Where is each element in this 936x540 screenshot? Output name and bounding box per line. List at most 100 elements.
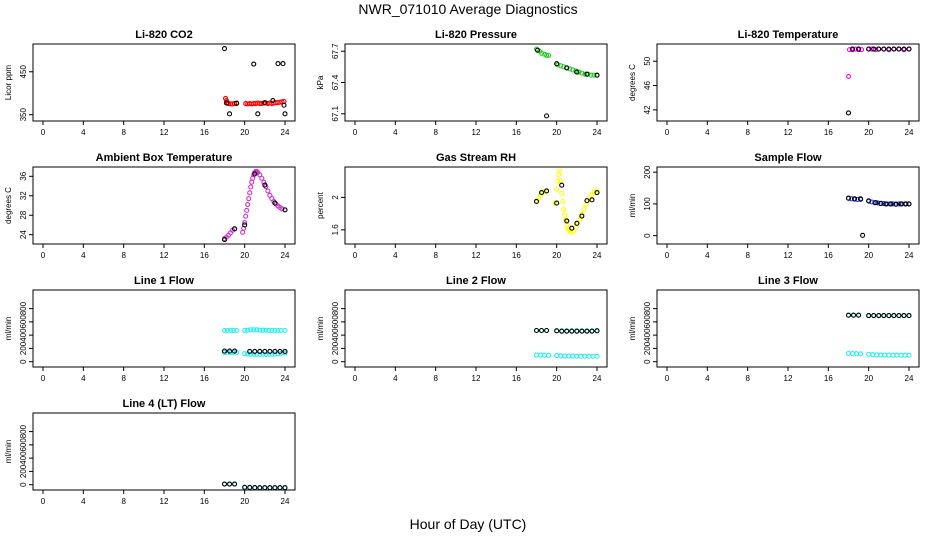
check-point [232,226,238,232]
check-point [267,485,273,491]
data-point [221,327,228,334]
check-point [574,69,580,75]
y-tick-label: 600 [643,315,652,329]
check-point [881,46,887,52]
data-point [558,63,564,69]
check-point [267,348,273,354]
data-point [898,352,904,358]
y-tick-label: 28 [19,210,28,219]
data-point [554,186,560,192]
data-point [594,187,600,193]
check-point [594,72,600,78]
data-point [886,352,892,358]
data-point [243,213,249,219]
data-point [266,351,272,357]
check-point [896,313,902,319]
plot-frame [32,166,296,245]
y-tick-label: 400 [19,328,28,342]
y-tick-label: 350 [19,107,28,121]
data-point [263,327,269,333]
check-point [242,222,248,228]
data-point [576,69,582,75]
check-point [589,197,595,203]
data-point [866,351,872,357]
x-tick-label: 24 [905,374,914,383]
y-tick-label: 0 [643,233,652,238]
check-point [272,348,278,354]
data-point [247,190,253,196]
y-tick-label: 32 [19,191,28,200]
x-tick-label: 16 [824,374,833,383]
x-tick-label: 8 [745,374,750,383]
check-point [251,61,257,67]
check-point [866,46,872,52]
check-point [876,313,882,319]
check-point [262,485,268,491]
y-tick-label: 67.1 [331,105,340,121]
x-tick-label: 16 [200,374,209,383]
data-point [567,66,573,72]
data-point [231,327,237,334]
y-tick-label: 800 [19,301,28,315]
check-point [896,46,902,52]
y-tick-label: 24 [19,230,28,239]
data-point [538,50,545,56]
check-point [232,481,238,487]
data-point [881,201,887,207]
x-tick-label: 24 [281,128,290,137]
x-tick-label: 12 [160,251,169,260]
y-tick-label: 200 [643,341,652,355]
x-tick-label: 12 [160,128,169,137]
x-tick-label: 4 [705,251,710,260]
check-point [281,102,287,108]
y-tick-label: 600 [19,438,28,452]
x-tick-label: 12 [784,251,793,260]
check-point [851,196,858,202]
x-tick-label: 8 [121,497,126,506]
data-point [561,64,567,70]
data-point [854,351,860,357]
check-point [221,481,228,487]
check-point [594,328,600,334]
data-point [254,327,260,333]
check-point [849,46,856,52]
data-point [574,353,580,359]
data-point [245,327,251,333]
x-tick-label: 4 [393,251,398,260]
x-tick-label: 16 [200,251,209,260]
x-tick-label: 8 [433,374,438,383]
check-point [554,61,560,67]
x-tick-label: 4 [393,128,398,137]
check-point [232,348,238,354]
plot-frame [32,43,296,122]
check-point [579,213,585,219]
data-point [533,352,540,358]
x-tick-label: 24 [281,374,290,383]
x-tick-label: 20 [864,374,873,383]
y-tick-label: 0 [19,482,28,487]
panel-title: Gas Stream RH [436,152,516,164]
check-point [901,46,907,52]
x-tick-label: 0 [353,128,358,137]
x-tick-label: 4 [705,374,710,383]
x-tick-label: 4 [81,128,86,137]
data-point [582,353,588,359]
data-point [260,327,266,333]
y-tick-label: 67.7 [331,43,340,59]
x-tick-label: 12 [784,128,793,137]
check-point [538,327,545,334]
data-point [591,72,597,78]
y-axis-label: kPa [316,75,325,89]
y-tick-label: 800 [331,301,340,315]
data-point [882,352,888,358]
check-point [255,111,261,117]
check-point [282,348,288,354]
check-point [574,220,580,226]
y-tick-label: 42 [643,105,652,114]
y-axis-label: ml/min [628,317,637,341]
check-point [282,485,288,491]
data-point [546,52,552,58]
check-point [272,485,278,491]
